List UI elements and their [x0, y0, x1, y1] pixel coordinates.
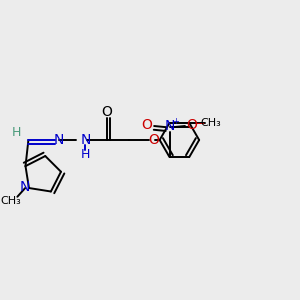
Text: O: O: [101, 105, 112, 119]
Text: O: O: [141, 118, 152, 132]
Text: N: N: [164, 119, 175, 133]
Text: O: O: [148, 133, 159, 147]
Text: N: N: [20, 180, 30, 194]
Text: +: +: [172, 117, 179, 126]
Text: N: N: [54, 133, 64, 147]
Text: CH₃: CH₃: [201, 118, 221, 128]
Text: −: −: [196, 119, 205, 129]
Text: H: H: [81, 148, 90, 161]
Text: O: O: [187, 118, 198, 132]
Text: H: H: [12, 126, 22, 139]
Text: CH₃: CH₃: [0, 196, 21, 206]
Text: N: N: [80, 133, 91, 147]
